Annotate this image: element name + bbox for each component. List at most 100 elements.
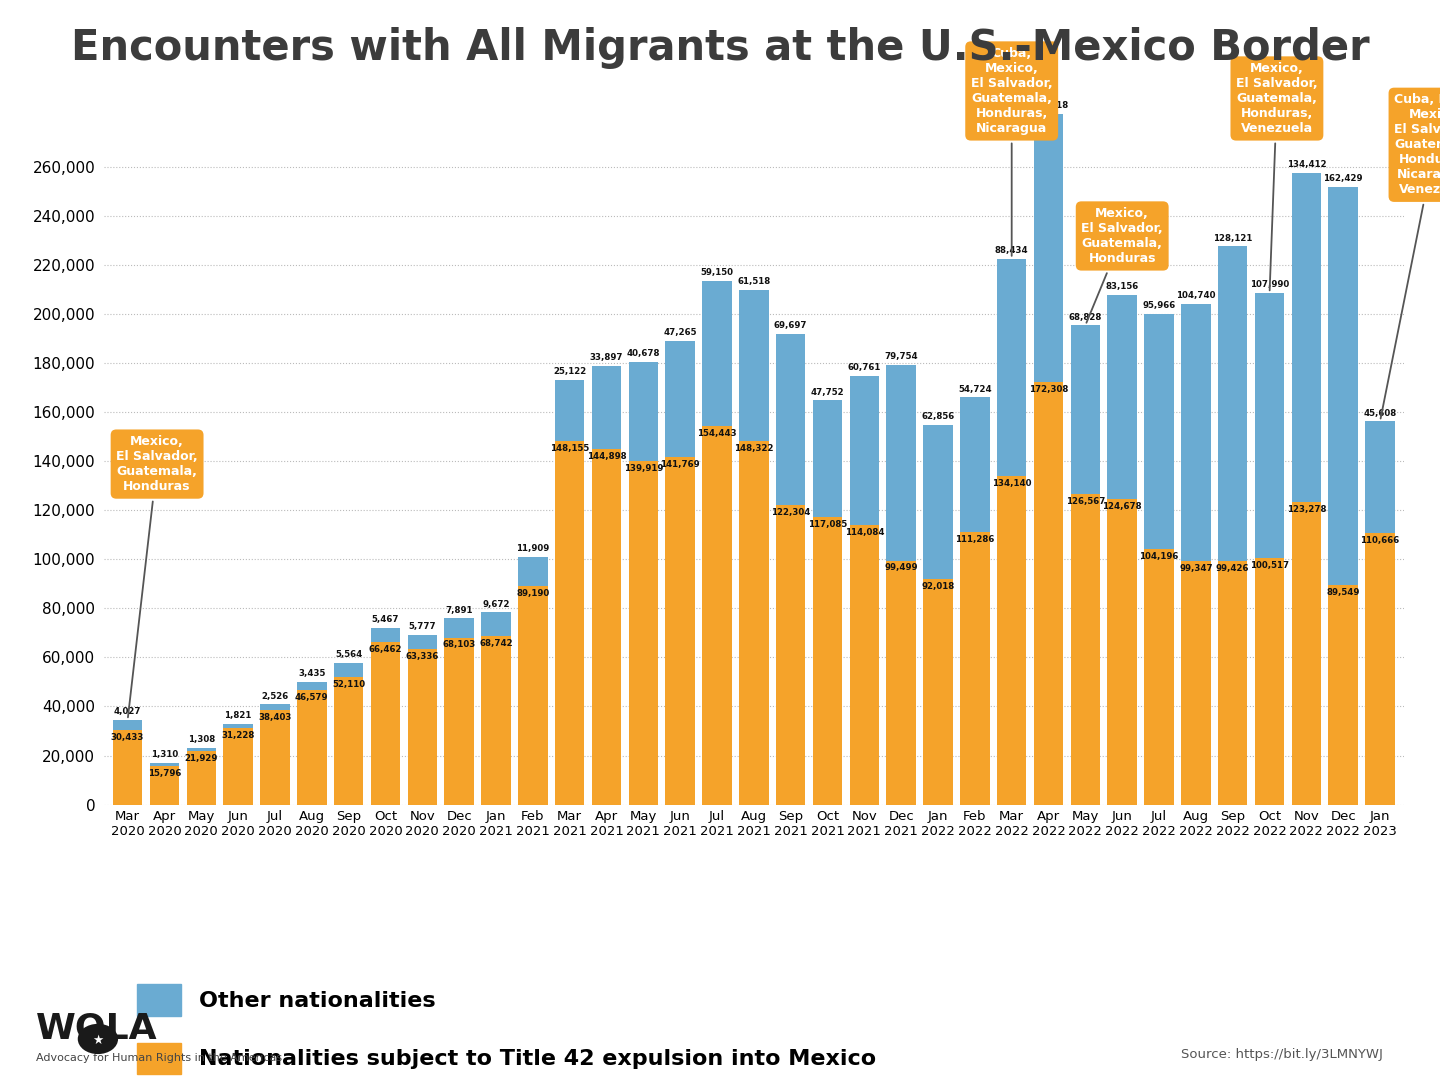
Bar: [554, 379, 585, 442]
Text: 45,608: 45,608: [1364, 408, 1397, 418]
Bar: [850, 525, 878, 805]
Text: 11,909: 11,909: [516, 544, 550, 553]
Text: 92,018: 92,018: [922, 582, 955, 591]
Text: 3,435: 3,435: [298, 670, 325, 678]
Text: 5,777: 5,777: [409, 622, 436, 632]
Text: 33,897: 33,897: [590, 353, 624, 363]
Text: 89,549: 89,549: [1326, 588, 1359, 597]
Bar: [1218, 246, 1247, 561]
Text: 128,121: 128,121: [1212, 233, 1253, 243]
Bar: [1070, 325, 1100, 495]
Text: Encounters with All Migrants at the U.S.-Mexico Border: Encounters with All Migrants at the U.S.…: [71, 27, 1369, 69]
Bar: [1365, 534, 1395, 805]
Text: 46,579: 46,579: [295, 693, 328, 702]
Bar: [1181, 561, 1211, 805]
Bar: [592, 366, 621, 449]
Bar: [297, 681, 327, 690]
Text: 172,308: 172,308: [1028, 384, 1068, 394]
Bar: [592, 449, 621, 805]
Bar: [1034, 382, 1063, 805]
Text: 60,761: 60,761: [848, 363, 881, 372]
Text: 99,426: 99,426: [1215, 564, 1250, 572]
Text: 126,567: 126,567: [1066, 497, 1104, 507]
Bar: [629, 461, 658, 805]
Text: 5,564: 5,564: [336, 650, 363, 660]
Text: 122,304: 122,304: [770, 508, 811, 516]
Text: 117,085: 117,085: [808, 521, 847, 529]
Text: 141,769: 141,769: [661, 460, 700, 469]
Bar: [1329, 187, 1358, 585]
Text: 100,517: 100,517: [1250, 561, 1289, 570]
Bar: [996, 258, 1027, 475]
Text: ★: ★: [92, 1034, 104, 1047]
Bar: [445, 637, 474, 805]
Bar: [739, 289, 769, 441]
Text: 1,821: 1,821: [225, 711, 252, 720]
Text: 68,742: 68,742: [480, 639, 513, 648]
Text: 109,218: 109,218: [1030, 102, 1068, 110]
Text: 69,697: 69,697: [773, 321, 808, 330]
Text: Mexico,
El Salvador,
Guatemala,
Honduras: Mexico, El Salvador, Guatemala, Honduras: [117, 435, 197, 717]
Text: 38,403: 38,403: [258, 714, 292, 723]
Bar: [1070, 495, 1100, 805]
Text: 95,966: 95,966: [1142, 301, 1175, 310]
Bar: [334, 677, 363, 805]
Text: 124,678: 124,678: [1103, 502, 1142, 511]
Text: 30,433: 30,433: [111, 733, 144, 742]
Text: 134,140: 134,140: [992, 478, 1031, 487]
Bar: [370, 642, 400, 805]
Bar: [1107, 295, 1138, 499]
Text: 21,929: 21,929: [184, 754, 217, 762]
Bar: [518, 556, 547, 585]
Text: Source: https://bit.ly/3LMNYWJ: Source: https://bit.ly/3LMNYWJ: [1181, 1048, 1382, 1061]
Bar: [445, 618, 474, 637]
Bar: [776, 504, 805, 805]
Text: 162,429: 162,429: [1323, 174, 1364, 183]
Text: 1,308: 1,308: [187, 734, 215, 744]
Text: 148,322: 148,322: [734, 444, 773, 453]
Bar: [481, 636, 511, 805]
Text: 114,084: 114,084: [845, 528, 884, 537]
Bar: [887, 561, 916, 805]
Text: 83,156: 83,156: [1106, 282, 1139, 292]
Text: 123,278: 123,278: [1286, 505, 1326, 514]
Text: 79,754: 79,754: [884, 352, 917, 361]
Text: 88,434: 88,434: [995, 246, 1028, 255]
Text: 9,672: 9,672: [482, 599, 510, 609]
Bar: [703, 281, 732, 426]
Text: 5,467: 5,467: [372, 616, 399, 624]
Text: 54,724: 54,724: [958, 384, 992, 394]
Bar: [150, 766, 179, 805]
Text: 40,678: 40,678: [626, 349, 660, 357]
Bar: [812, 517, 842, 805]
Bar: [703, 426, 732, 805]
Text: Mexico,
El Salvador,
Guatemala,
Honduras,
Venezuela: Mexico, El Salvador, Guatemala, Honduras…: [1236, 62, 1318, 291]
Text: 59,150: 59,150: [700, 268, 733, 276]
Bar: [1292, 173, 1320, 502]
Text: 15,796: 15,796: [148, 769, 181, 778]
Bar: [261, 704, 289, 711]
Bar: [629, 362, 658, 461]
Bar: [187, 751, 216, 805]
Text: 61,518: 61,518: [737, 278, 770, 286]
Text: 134,412: 134,412: [1286, 160, 1326, 168]
Legend: Other nationalities, Nationalities subject to Title 42 expulsion into Mexico: Other nationalities, Nationalities subje…: [128, 975, 886, 1080]
Bar: [1145, 549, 1174, 805]
Text: WOLA: WOLA: [36, 1012, 157, 1045]
Bar: [1365, 421, 1395, 534]
Text: 25,122: 25,122: [553, 367, 586, 376]
Bar: [223, 724, 253, 728]
Bar: [1254, 293, 1284, 558]
Bar: [481, 612, 511, 636]
Text: 62,856: 62,856: [922, 413, 955, 421]
Bar: [1107, 499, 1138, 805]
Bar: [996, 475, 1027, 805]
Text: 144,898: 144,898: [586, 453, 626, 461]
Bar: [408, 635, 438, 649]
Text: 68,828: 68,828: [1068, 312, 1102, 322]
Text: 31,228: 31,228: [222, 731, 255, 740]
Text: Advocacy for Human Rights in the Americas: Advocacy for Human Rights in the America…: [36, 1053, 282, 1063]
Bar: [518, 585, 547, 805]
Bar: [923, 579, 953, 805]
Text: 139,919: 139,919: [624, 464, 662, 473]
